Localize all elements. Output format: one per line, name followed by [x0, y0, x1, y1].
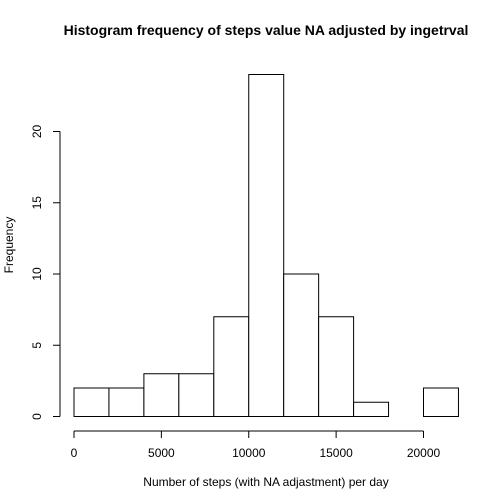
x-axis-label: Number of steps (with NA adjastment) per… — [143, 475, 388, 489]
x-tick-label: 5000 — [148, 446, 175, 460]
histogram-bar-7 — [318, 316, 355, 417]
chart-title: Histogram frequency of steps value NA ad… — [64, 22, 469, 38]
x-tick-label: 0 — [71, 446, 78, 460]
y-tick-label: 15 — [30, 196, 44, 210]
histogram-bar-0 — [73, 387, 110, 417]
histogram-bar-8 — [353, 401, 390, 417]
x-tick-label: 10000 — [232, 446, 266, 460]
histogram-bar-6 — [283, 273, 320, 417]
y-tick-label: 5 — [30, 342, 44, 349]
histogram-bar-10 — [423, 387, 459, 417]
bars-group — [73, 74, 459, 417]
x-tick-label: 15000 — [319, 446, 353, 460]
y-axis-label: Frequency — [2, 217, 16, 274]
y-tick-label: 0 — [30, 413, 44, 420]
histogram-bar-3 — [178, 373, 215, 417]
y-axis: 0 5 10 15 20 — [30, 125, 61, 420]
histogram-bar-4 — [213, 316, 250, 417]
y-tick-label: 10 — [30, 267, 44, 281]
histogram-bar-5 — [248, 74, 285, 417]
x-axis: 0 5000 10000 15000 20000 — [71, 430, 441, 460]
y-tick-label: 20 — [30, 125, 44, 139]
histogram-bar-1 — [108, 387, 145, 417]
histogram-bar-2 — [143, 373, 180, 417]
x-tick-label: 20000 — [407, 446, 441, 460]
